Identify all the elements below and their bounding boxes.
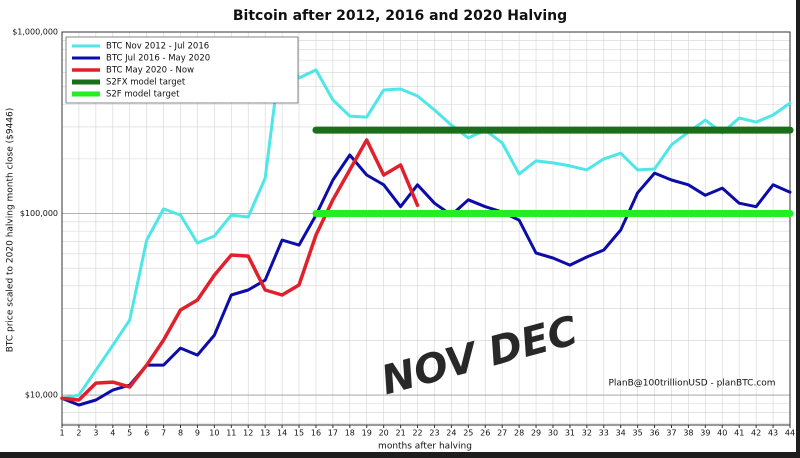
y-tick-label: $100,000 bbox=[20, 209, 58, 218]
legend-label: BTC Jul 2016 - May 2020 bbox=[106, 54, 210, 64]
x-tick-label: 23 bbox=[429, 429, 439, 438]
credit-annotation: PlanB@100trillionUSD - planBTC.com bbox=[608, 379, 775, 389]
series-line bbox=[60, 138, 420, 402]
overlay: BTC Nov 2012 - Jul 2016 BTC Jul 2016 - Ma… bbox=[65, 36, 776, 404]
x-tick-label: 1 bbox=[59, 429, 64, 438]
x-tick-label: 12 bbox=[243, 429, 253, 438]
x-tick-label: 31 bbox=[565, 429, 575, 438]
x-tick-label: 37 bbox=[666, 429, 676, 438]
x-tick-label: 19 bbox=[362, 429, 372, 438]
x-tick-label: 36 bbox=[649, 429, 659, 438]
x-tick-label: 27 bbox=[497, 429, 507, 438]
x-tick-label: 6 bbox=[144, 429, 149, 438]
x-tick-label: 18 bbox=[345, 429, 355, 438]
y-axis-label: BTC price scaled to 2020 halving month c… bbox=[6, 108, 16, 353]
x-tick-label: 15 bbox=[294, 429, 304, 438]
x-tick-label: 22 bbox=[412, 429, 422, 438]
x-tick-label: 35 bbox=[633, 429, 643, 438]
x-tick-label: 41 bbox=[734, 429, 744, 438]
x-tick-label: 40 bbox=[717, 429, 727, 438]
x-tick-label: 11 bbox=[226, 429, 236, 438]
x-tick-label: 24 bbox=[446, 429, 456, 438]
x-tick-label: 4 bbox=[110, 429, 115, 438]
x-tick-label: 43 bbox=[768, 429, 778, 438]
x-tick-label: 33 bbox=[599, 429, 609, 438]
plot-frame bbox=[61, 31, 791, 426]
y-tick-label: $1,000,000 bbox=[12, 28, 58, 37]
x-tick-label: 39 bbox=[700, 429, 710, 438]
x-tick-label: 8 bbox=[178, 429, 183, 438]
x-tick-label: 3 bbox=[93, 429, 98, 438]
x-tick-label: 13 bbox=[260, 429, 270, 438]
y-tick-label: $10,000 bbox=[25, 391, 58, 400]
series-line bbox=[60, 42, 792, 400]
x-tick-label: 10 bbox=[209, 429, 219, 438]
x-tick-label: 25 bbox=[463, 429, 473, 438]
x-tick-label: 30 bbox=[548, 429, 558, 438]
x-tick-label: 44 bbox=[785, 429, 795, 438]
x-tick-label: 42 bbox=[751, 429, 761, 438]
x-tick-label: 38 bbox=[683, 429, 693, 438]
x-tick-label: 17 bbox=[328, 429, 338, 438]
x-tick-label: 9 bbox=[195, 429, 200, 438]
chart-title: Bitcoin after 2012, 2016 and 2020 Halvin… bbox=[233, 8, 567, 24]
x-tick-label: 32 bbox=[582, 429, 592, 438]
x-axis-label: months after halving bbox=[378, 442, 472, 452]
legend-label: BTC Nov 2012 - Jul 2016 bbox=[106, 42, 209, 52]
x-tick-label: 26 bbox=[480, 429, 490, 438]
x-tick-label: 34 bbox=[616, 429, 626, 438]
legend-label: S2F model target bbox=[106, 90, 180, 100]
x-tick-label: 5 bbox=[127, 429, 132, 438]
legend-box bbox=[65, 36, 299, 104]
x-tick-label: 7 bbox=[161, 429, 166, 438]
x-tick-label: 14 bbox=[277, 429, 287, 438]
legend-label: S2FX model target bbox=[106, 78, 186, 88]
x-tick-label: 16 bbox=[311, 429, 321, 438]
grid: 1 2 3 4 5 6 7 8 9 10 11 12 13 14 15 16 17 18 19 20 21 22 23 24 2… bbox=[12, 28, 795, 438]
x-tick-label: 29 bbox=[531, 429, 541, 438]
x-tick-label: 2 bbox=[76, 429, 81, 438]
series-line bbox=[60, 153, 792, 407]
x-tick-label: 28 bbox=[514, 429, 524, 438]
legend-label: BTC May 2020 - Now bbox=[106, 66, 194, 76]
x-tick-label: 21 bbox=[396, 429, 406, 438]
x-tick-label: 20 bbox=[379, 429, 389, 438]
lines bbox=[60, 42, 794, 407]
